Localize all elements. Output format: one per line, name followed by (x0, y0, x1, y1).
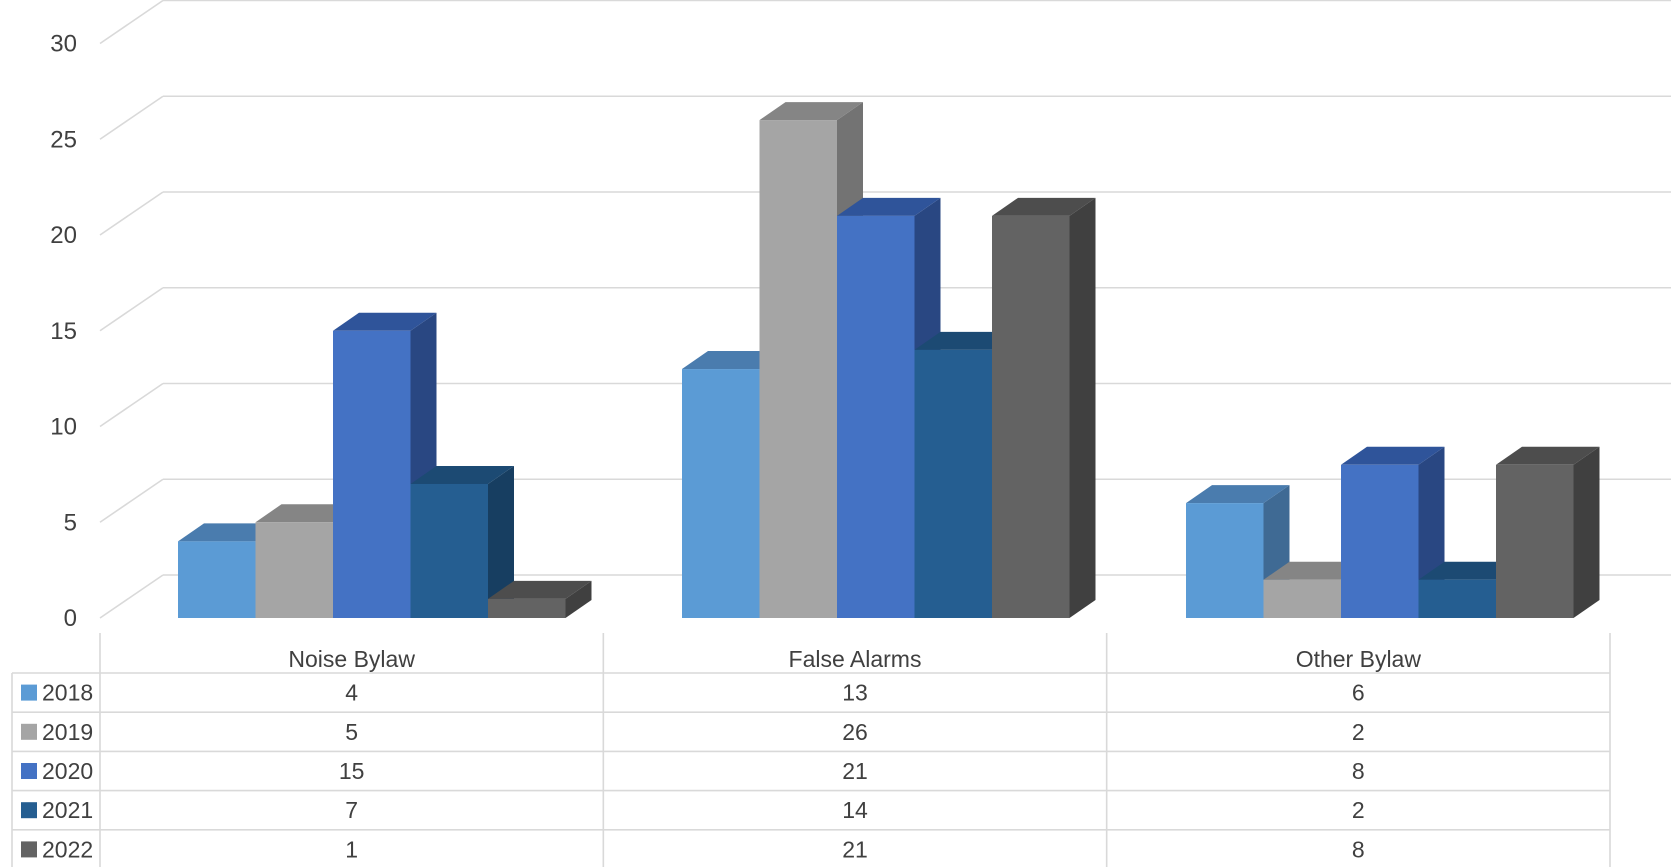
table-cell-value: 13 (842, 680, 868, 706)
bar-front (1263, 579, 1341, 618)
bar-side (1573, 446, 1600, 618)
table-cell-value: 21 (842, 758, 868, 784)
y-tick-label: 30 (50, 31, 77, 58)
y-axis-ticks: 0 5 10 15 20 25 30 (50, 31, 77, 633)
bar-side (565, 580, 592, 618)
legend-label: 2020 (42, 758, 93, 784)
data-table: Noise Bylaw False Alarms Other Bylaw 2018 4 1… (11, 633, 1611, 867)
table-cell-value: 6 (1352, 680, 1365, 706)
table-cell-value: 14 (842, 797, 868, 823)
table-cell-value: 2 (1352, 719, 1365, 745)
bar-front (178, 541, 256, 618)
bar-top (837, 197, 941, 216)
gridline-diagonal (99, 382, 164, 428)
y-tick-label: 0 (64, 605, 77, 632)
bar-top (333, 312, 437, 331)
bar-top (1496, 446, 1600, 465)
bar-front (488, 598, 566, 618)
legend-label: 2021 (42, 797, 93, 823)
legend-swatch (21, 802, 37, 819)
gridline-diagonal (99, 191, 164, 236)
bar-2020-noise-bylaw (333, 312, 437, 618)
y-tick-label: 25 (50, 126, 77, 153)
bar-2021-noise-bylaw (410, 465, 514, 618)
gridline-diagonal (99, 574, 164, 619)
bar-2022-false-alarms (992, 197, 1096, 618)
table-cell-value: 26 (842, 719, 868, 745)
bar-front (410, 483, 488, 618)
bar-side (1069, 197, 1096, 618)
category-label: False Alarms (789, 646, 922, 672)
table-cell-value: 15 (339, 758, 365, 784)
bar-front (1496, 464, 1574, 618)
table-cell-value: 2 (1352, 797, 1365, 823)
legend-swatch (21, 684, 37, 701)
bar-front (837, 215, 915, 618)
gridline-diagonal (99, 95, 164, 140)
table-cell-value: 8 (1352, 836, 1365, 862)
table-cell-value: 1 (345, 836, 358, 862)
legend-swatch (21, 723, 37, 740)
gridline-diagonal (99, 0, 164, 45)
bar-top (410, 465, 514, 484)
bar-front (682, 369, 760, 618)
bar-top (488, 580, 592, 599)
legend-label: 2022 (42, 836, 93, 862)
bar-top (992, 197, 1096, 216)
table-cell-value: 5 (345, 719, 358, 745)
bar-front (1341, 464, 1419, 618)
category-label: Other Bylaw (1296, 646, 1422, 672)
y-tick-label: 15 (50, 318, 77, 345)
gridline-diagonal (99, 478, 164, 523)
legend-label: 2019 (42, 719, 93, 745)
legend-swatch (21, 763, 37, 779)
y-tick-label: 5 (64, 509, 77, 536)
bar-front (992, 215, 1070, 618)
table-cell-value: 8 (1352, 758, 1365, 784)
bar-2022-noise-bylaw (488, 580, 592, 618)
y-tick-label: 20 (50, 222, 77, 249)
table-cell-value: 7 (345, 797, 358, 823)
bar-side (488, 465, 514, 618)
bars (178, 102, 1600, 619)
bar-front (759, 120, 837, 618)
bar-front (1418, 579, 1496, 618)
legend-label: 2018 (42, 680, 93, 706)
bar-top (1186, 485, 1290, 504)
table-cell-value: 21 (842, 836, 868, 862)
bar-top (1341, 446, 1445, 465)
legend-swatch (21, 841, 37, 858)
table-cell-value: 4 (345, 680, 358, 706)
bar-2022-other-bylaw (1496, 446, 1600, 618)
bar-front (914, 349, 992, 618)
bar-top (759, 102, 863, 121)
bar-front (1186, 503, 1264, 618)
bar-front (333, 330, 411, 618)
y-tick-label: 10 (50, 414, 77, 441)
bar-front (255, 522, 333, 618)
gridline-diagonal (99, 287, 164, 332)
category-label: Noise Bylaw (288, 646, 415, 672)
